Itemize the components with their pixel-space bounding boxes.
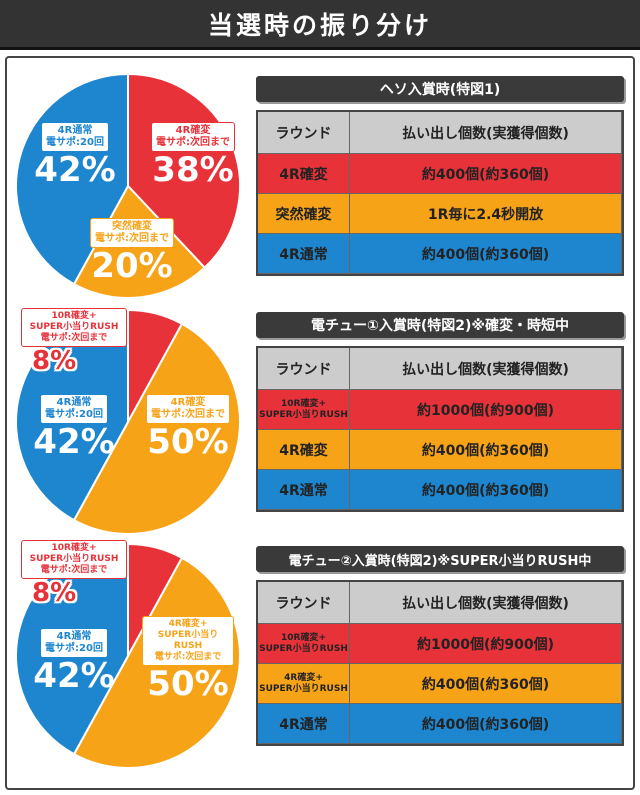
table-cell-round: 4R確変 [258,154,350,194]
section-denchu-1: 10R確変+ SUPER小当りRUSH 電サポ:次回まで 8% 4R通常 電サポ… [0,302,640,535]
slice-percent: 50% [147,422,229,462]
pie-label-blue: 4R通常 電サポ:20回 42% [30,628,118,694]
table-title: 電チュー①入賞時(特図2)※確変・時短中 [256,312,624,338]
pie-callout-red: 10R確変+ SUPER小当りRUSH 電サポ:次回まで 8% [20,540,128,607]
slice-percent: 38% [152,150,234,190]
table-cell-round: 10R確変+ SUPER小当りRUSH [258,624,350,664]
pie-callout-red: 10R確変+ SUPER小当りRUSH 電サポ:次回まで 8% [20,308,128,375]
section-denchu-2: 10R確変+ SUPER小当りRUSH 電サポ:次回まで 8% 4R通常 電サポ… [0,536,640,769]
table-cell-round: 4R通常 [258,234,350,274]
table-cell-round: 4R通常 [258,704,350,744]
slice-percent: 42% [34,150,116,190]
slice-label-text: 10R確変+ SUPER小当りRUSH 電サポ:次回まで [21,308,127,347]
table-cell-round: 突然確変 [258,194,350,234]
table-cell-payout: 約1000個(約900個) [350,390,622,430]
table-cell-round: 4R確変 [258,430,350,470]
table-title: 電チュー②入賞時(特図2)※SUPER小当りRUSH中 [256,546,624,572]
pie-label-orange: 4R確変 電サポ:次回まで 50% [142,394,234,460]
table-cell-payout: 約400個(約360個) [350,704,622,744]
table-title: ヘソ入賞時(特図1) [256,76,624,102]
slice-percent: 20% [91,246,173,286]
pie-label-orange: 4R確変+ SUPER小当りRUSH 電サポ:次回まで 50% [142,616,234,702]
slice-percent: 50% [147,664,229,704]
slice-label-text: 4R通常 電サポ:20回 [40,628,108,658]
slice-label-text: 4R確変 電サポ:次回まで [146,394,230,424]
table-cell-payout: 約400個(約360個) [350,470,622,510]
payout-table: ラウンド 払い出し個数(実獲得個数) 4R確変 約400個(約360個) 突然確… [256,110,624,276]
payout-table: ラウンド 払い出し個数(実獲得個数) 10R確変+ SUPER小当りRUSH 約… [256,580,624,746]
slice-percent: 8% [32,578,77,608]
slice-label-text: 4R確変 電サポ:次回まで [151,122,235,152]
slice-label-text: 4R通常 電サポ:20回 [41,122,109,152]
payout-table: ラウンド 払い出し個数(実獲得個数) 10R確変+ SUPER小当りRUSH 約… [256,346,624,512]
table-cell-payout: 約400個(約360個) [350,154,622,194]
pie-label-red: 4R確変 電サポ:次回まで 38% [148,122,238,188]
table-header-round: ラウンド [258,582,350,624]
slice-percent: 42% [33,422,115,462]
table-header-payout: 払い出し個数(実獲得個数) [350,112,622,154]
table-cell-round: 10R確変+ SUPER小当りRUSH [258,390,350,430]
table-cell-payout: 約400個(約360個) [350,234,622,274]
table-cell-payout: 約400個(約360個) [350,664,622,704]
table-cell-payout: 約400個(約360個) [350,430,622,470]
table-header-payout: 払い出し個数(実獲得個数) [350,582,622,624]
table-cell-payout: 1R毎に2.4秒開放 [350,194,622,234]
pie-label-blue: 4R通常 電サポ:20回 42% [30,394,118,460]
page-title: 当選時の振り分け [207,10,432,40]
slice-percent: 8% [32,346,77,376]
slice-label-text: 突然確変 電サポ:次回まで [90,218,174,248]
table-cell-payout: 約1000個(約900個) [350,624,622,664]
table-header-round: ラウンド [258,348,350,390]
pie-label-blue: 4R通常 電サポ:20回 42% [30,122,120,188]
pie-slice-orange [72,322,241,535]
slice-label-text: 4R確変+ SUPER小当りRUSH 電サポ:次回まで [142,616,234,666]
slice-percent: 42% [33,656,115,696]
pie-label-orange: 突然確変 電サポ:次回まで 20% [82,218,182,284]
slice-label-text: 10R確変+ SUPER小当りRUSH 電サポ:次回まで [21,540,127,579]
table-header-round: ラウンド [258,112,350,154]
section-heso: 4R通常 電サポ:20回 42% 4R確変 電サポ:次回まで 38% 突然確変 … [0,66,640,299]
page-header: 当選時の振り分け [0,0,640,50]
slice-label-text: 4R通常 電サポ:20回 [40,394,108,424]
table-header-payout: 払い出し個数(実獲得個数) [350,348,622,390]
table-cell-round: 4R通常 [258,470,350,510]
content-frame [5,56,635,790]
table-cell-round: 4R確変+ SUPER小当りRUSH [258,664,350,704]
